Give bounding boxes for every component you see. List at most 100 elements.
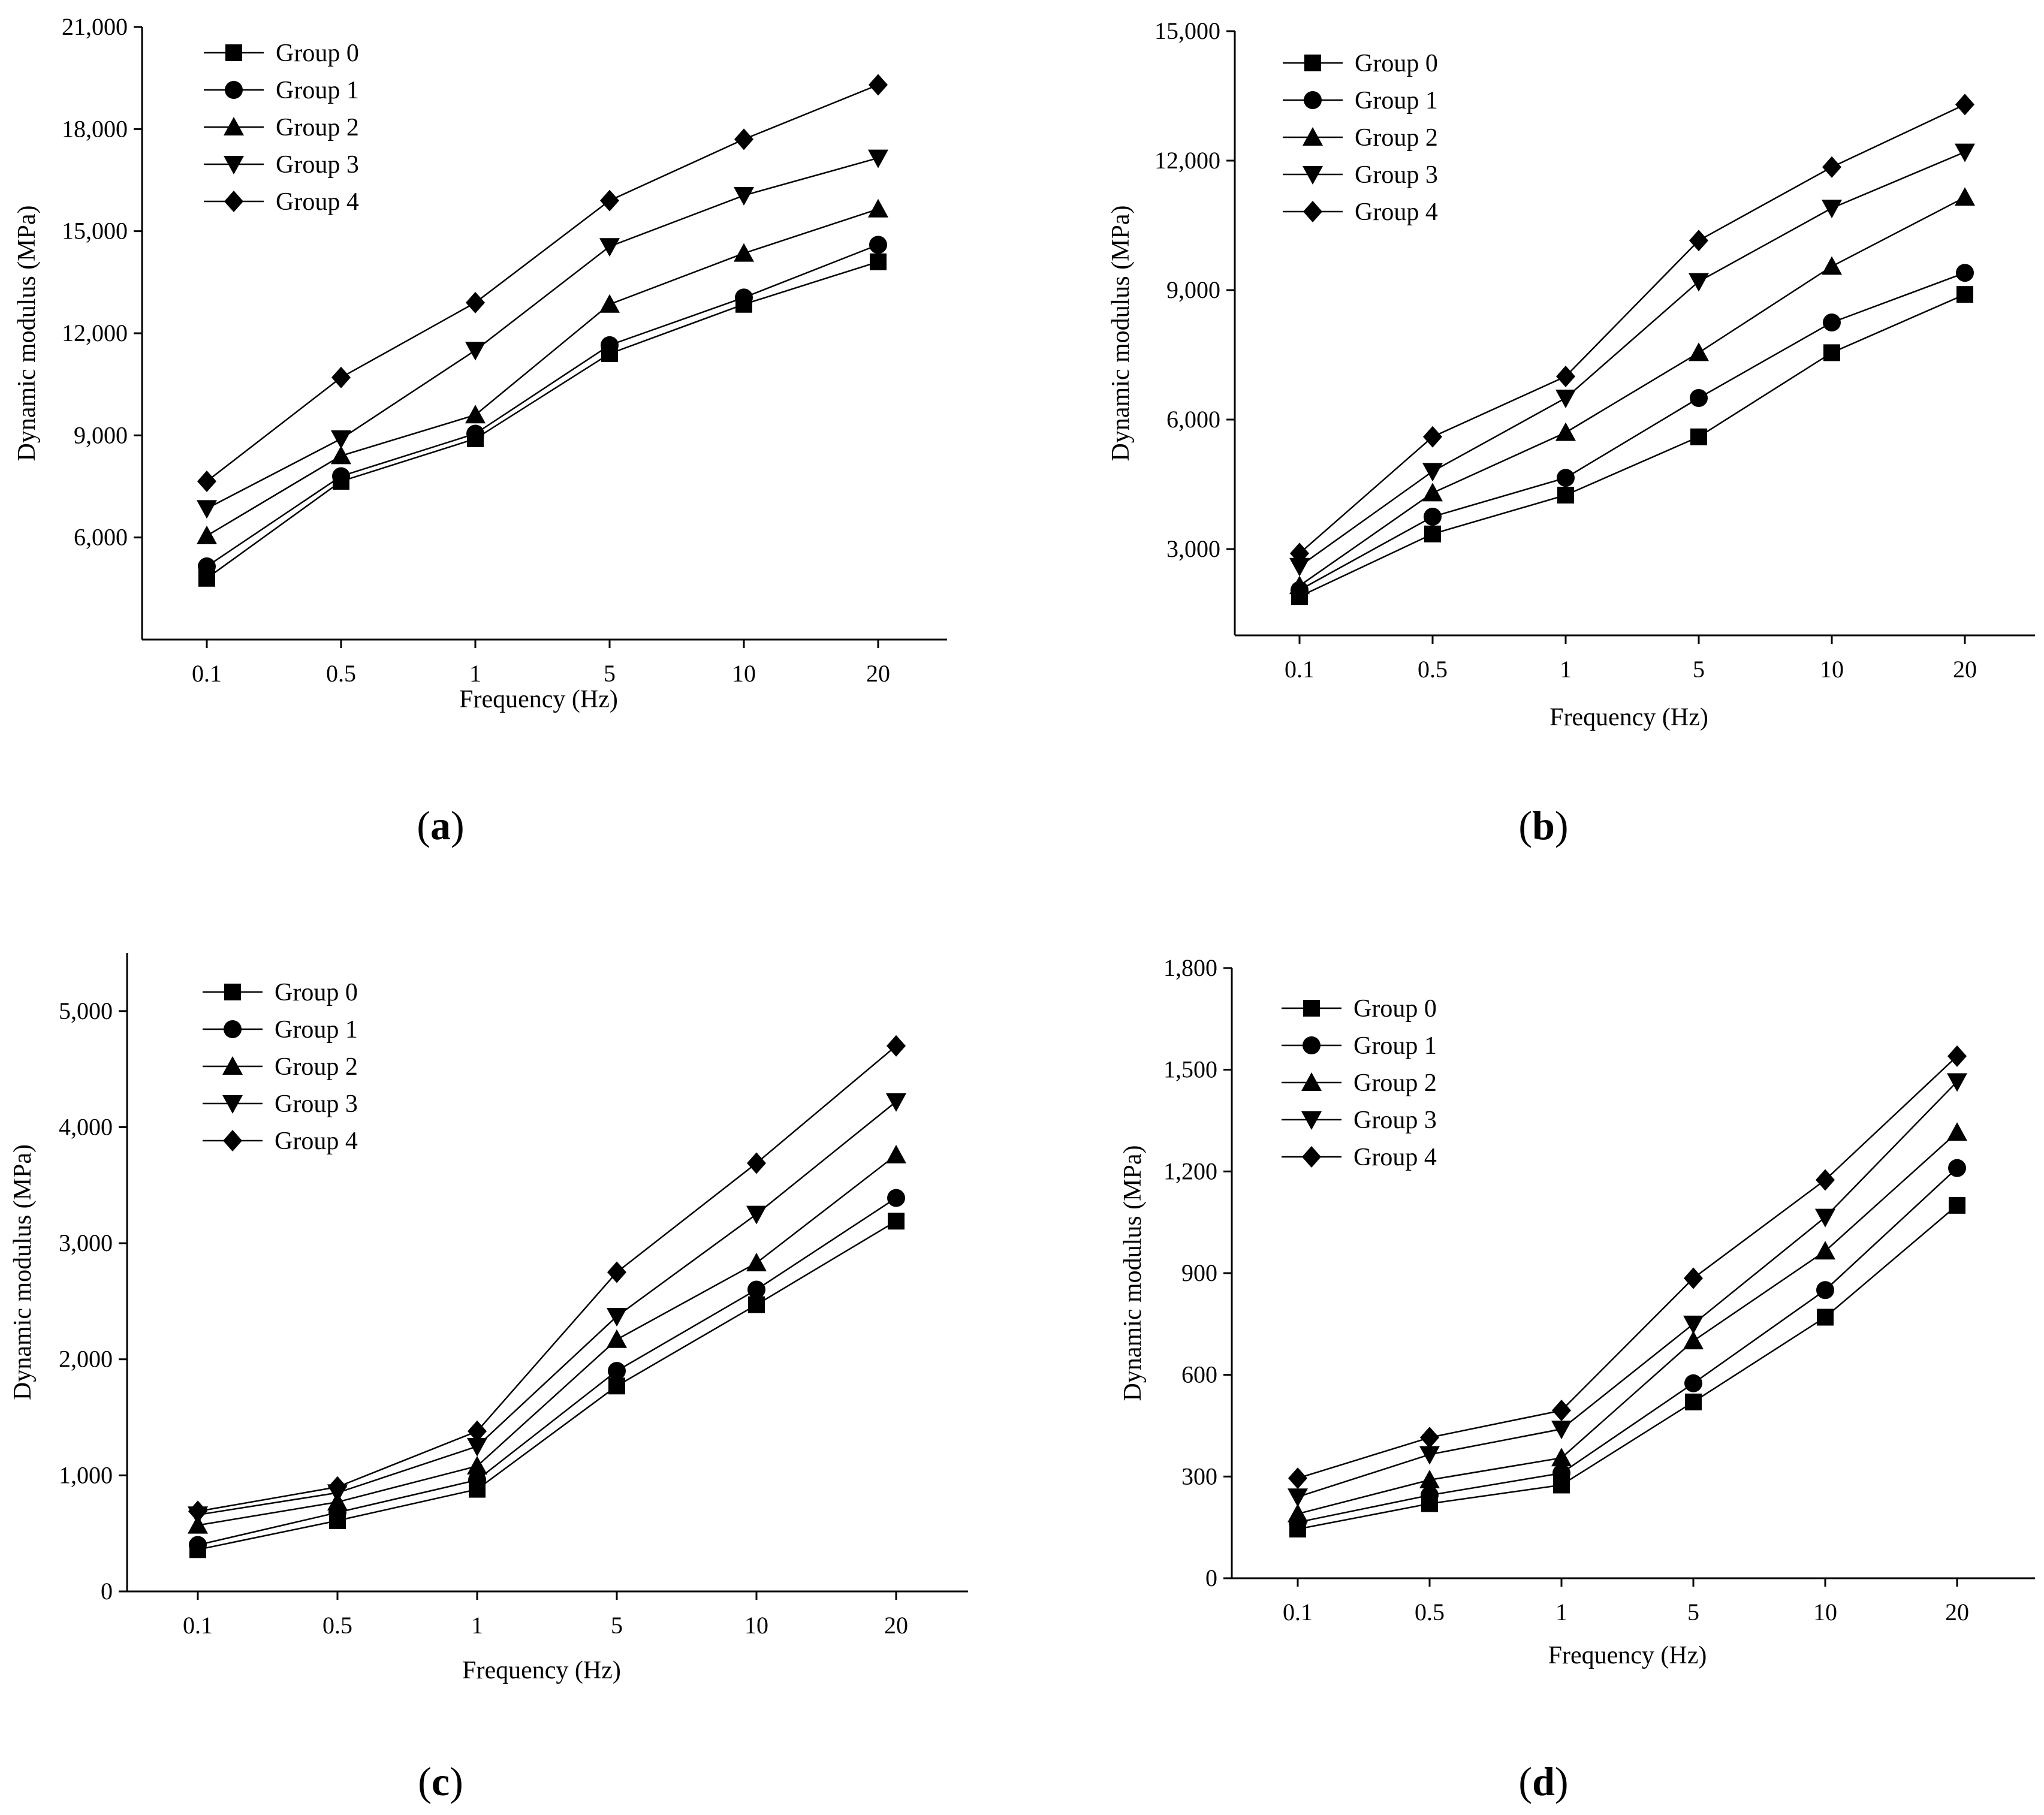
x-tick-label: 10	[1813, 1599, 1837, 1626]
data-point	[467, 1437, 487, 1457]
x-tick-label: 0.5	[1418, 656, 1448, 683]
panel-label: (a)	[417, 803, 464, 848]
y-tick-label: 21,000	[62, 13, 128, 40]
legend-entry: Group 4	[275, 1127, 358, 1155]
data-point	[886, 1144, 906, 1163]
data-point	[1552, 1464, 1570, 1482]
data-point	[599, 294, 620, 313]
panel-label: (c)	[418, 1759, 463, 1804]
data-point	[608, 1377, 625, 1395]
legend-entry: Group 2	[1353, 1069, 1437, 1097]
y-tick-label: 15,000	[1154, 17, 1220, 44]
x-tick-label: 20	[884, 1612, 908, 1639]
data-point	[746, 1205, 767, 1225]
x-tick-label: 1	[469, 660, 481, 687]
panel-label: (d)	[1518, 1759, 1568, 1804]
data-point	[1947, 1045, 1967, 1068]
legend-entry: Group 3	[1353, 1107, 1437, 1134]
series-group-1	[189, 1189, 905, 1554]
data-point	[1555, 422, 1576, 441]
legend-marker	[222, 1095, 243, 1114]
data-point	[1551, 1448, 1572, 1467]
series-line	[206, 208, 879, 536]
legend: Group 0 Group 1 Group 2 Group 3 Group 4	[204, 40, 359, 216]
legend-entry: Group 0	[1353, 995, 1437, 1023]
x-tick-label: 0.5	[326, 660, 356, 687]
legend-marker	[224, 156, 244, 174]
y-tick-label: 4,000	[59, 1113, 113, 1140]
data-point	[1816, 1281, 1834, 1300]
legend-marker	[1304, 55, 1321, 71]
data-point	[1683, 1315, 1704, 1334]
legend-marker	[1303, 127, 1323, 146]
y-tick-label: 18,000	[62, 115, 128, 142]
series-line	[1297, 1081, 1958, 1498]
series-group-0	[198, 253, 887, 587]
series-group-0	[1291, 286, 1973, 605]
legend-entry: Group 4	[1353, 1144, 1437, 1171]
legend-entry: Group 4	[1355, 198, 1438, 226]
series-group-4	[197, 74, 888, 492]
y-tick-label: 15,000	[62, 218, 128, 245]
data-point	[888, 1213, 905, 1230]
series-group-2	[197, 198, 888, 544]
y-tick-label: 9,000	[74, 421, 128, 448]
data-point	[468, 1471, 486, 1490]
series-group-2	[1289, 187, 1975, 595]
x-tick-label: 0.1	[183, 1612, 213, 1639]
data-point	[868, 149, 888, 168]
y-tick-label: 1,800	[1163, 954, 1217, 981]
y-tick-label: 6,000	[74, 524, 128, 551]
legend-marker	[1301, 1072, 1322, 1091]
data-point	[1815, 1208, 1835, 1228]
series-group-0	[1289, 1196, 1965, 1537]
legend-entry: Group 1	[276, 77, 359, 104]
data-point	[1289, 557, 1310, 577]
data-point	[1419, 1446, 1440, 1465]
y-tick-label: 600	[1181, 1361, 1217, 1388]
data-point	[1290, 542, 1309, 565]
x-axis-label: Frequency (Hz)	[462, 1657, 621, 1684]
series-group-4	[1288, 1045, 1967, 1490]
series-group-4	[1290, 94, 1974, 565]
data-point	[1955, 187, 1975, 206]
data-point	[331, 366, 351, 388]
data-point	[1815, 1241, 1835, 1260]
y-tick-label: 1,200	[1163, 1157, 1217, 1184]
legend-entry: Group 4	[276, 188, 359, 216]
legend-entry: Group 2	[1355, 124, 1438, 152]
data-point	[734, 243, 754, 262]
data-point	[1947, 1073, 1967, 1092]
chart-panel-a: 6,000 9,000 12,000 15,000 18,000 21,000 0.1 0.5…	[13, 13, 947, 848]
legend-entry: Group 0	[275, 979, 358, 1006]
series-group-4	[188, 1035, 906, 1522]
legend: Group 0 Group 1 Group 2 Group 3 Group 4	[203, 979, 358, 1155]
data-point	[600, 189, 619, 212]
data-point	[1689, 342, 1709, 361]
x-tick-label: 5	[604, 660, 616, 687]
y-tick-label: 0	[1205, 1564, 1217, 1591]
data-point	[1689, 230, 1708, 252]
data-point	[1557, 487, 1574, 504]
y-tick-label: 12,000	[1154, 147, 1220, 174]
data-point	[1424, 508, 1442, 526]
x-tick-label: 1	[1560, 656, 1572, 683]
data-point	[1685, 1393, 1702, 1410]
data-point	[1684, 1267, 1703, 1289]
data-point	[1288, 1467, 1307, 1490]
legend-marker	[224, 984, 241, 1000]
data-point	[1948, 1159, 1966, 1177]
series-line	[197, 1045, 897, 1512]
data-point	[1555, 390, 1576, 408]
data-point	[746, 1253, 767, 1272]
data-point	[1949, 1196, 1965, 1214]
data-point	[1683, 1331, 1704, 1350]
data-point	[734, 128, 753, 150]
data-point	[748, 1296, 765, 1313]
data-point	[1822, 156, 1841, 178]
series-line	[1299, 104, 1965, 554]
data-point	[1419, 1469, 1440, 1488]
data-point	[198, 557, 216, 575]
data-point	[1556, 366, 1575, 387]
data-point	[887, 1035, 906, 1057]
